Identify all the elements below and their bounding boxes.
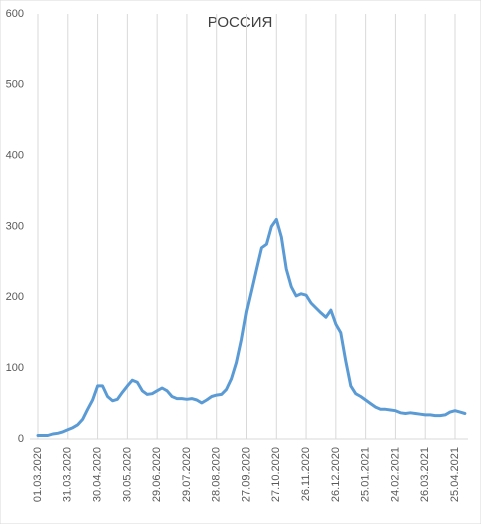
- y-tick-label: 100: [6, 362, 24, 374]
- x-tick-label: 24.02.2021: [389, 447, 401, 502]
- x-tick-label: 30.04.2020: [91, 447, 103, 502]
- x-tick-label: 30.05.2020: [121, 447, 133, 502]
- x-tick-label: 27.10.2020: [270, 447, 282, 502]
- y-tick-label: 500: [6, 79, 24, 91]
- x-tick-label: 29.07.2020: [181, 447, 193, 502]
- y-tick-label: 300: [6, 220, 24, 232]
- x-tick-label: 26.11.2020: [300, 447, 312, 501]
- x-tick-label: 29.06.2020: [151, 447, 163, 502]
- x-tick-label: 01.03.2020: [32, 447, 44, 502]
- x-tick-label: 28.08.2020: [211, 447, 223, 502]
- y-tick-label: 400: [6, 150, 24, 162]
- x-tick-label: 25.04.2021: [449, 447, 461, 502]
- y-tick-label: 600: [6, 8, 24, 20]
- chart-title: РОССИЯ: [208, 14, 273, 31]
- x-tick-label: 25.01.2021: [360, 447, 372, 502]
- x-tick-label: 31.03.2020: [62, 447, 74, 502]
- x-tick-label: 27.09.2020: [240, 447, 252, 502]
- y-tick-label: 200: [6, 291, 24, 303]
- x-tick-label: 26.12.2020: [330, 447, 342, 502]
- y-tick-label: 0: [18, 433, 24, 445]
- x-tick-label: 26.03.2021: [419, 447, 431, 502]
- data-line: [36, 217, 467, 437]
